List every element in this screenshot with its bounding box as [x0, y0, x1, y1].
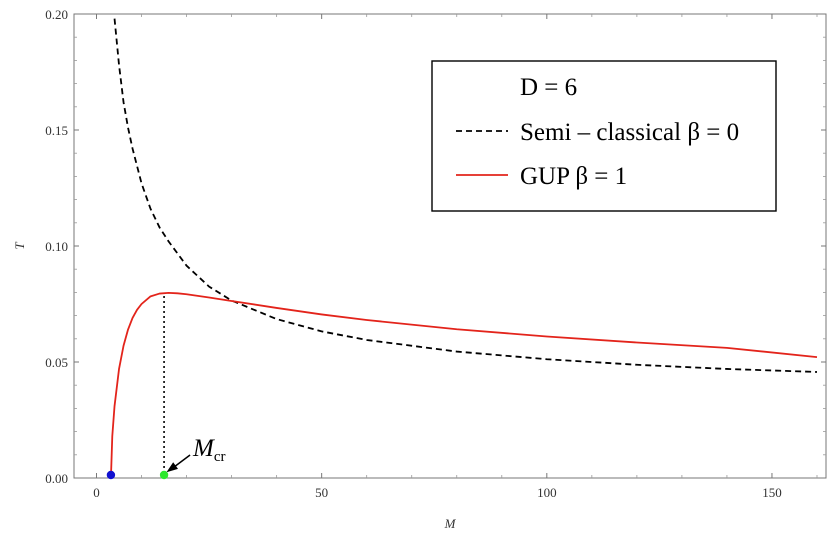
- y-tick-label: 0.15: [45, 123, 68, 138]
- y-tick-label: 0.05: [45, 355, 68, 370]
- axes: 0 50 100 150 0.00 0.05 0.10 0.15 0.20 M T: [12, 7, 827, 531]
- remnant-point-marker: [106, 470, 116, 480]
- x-tick-label: 50: [315, 485, 328, 500]
- x-tick-label: 0: [93, 485, 100, 500]
- legend: D = 6 Semi – classical β = 0 GUP β = 1: [431, 60, 777, 212]
- legend-label-gup: GUP β = 1: [520, 163, 627, 190]
- legend-title: D = 6: [520, 74, 577, 101]
- legend-label-semi-classical: Semi – classical β = 0: [520, 119, 739, 146]
- y-axis-label: T: [12, 242, 27, 250]
- annotation-arrowhead: [166, 462, 179, 473]
- y-tick-label: 0.10: [45, 239, 68, 254]
- series-line-gup: [110, 291, 818, 479]
- y-tick-label: 0.20: [45, 7, 68, 22]
- x-tick-label: 100: [537, 485, 557, 500]
- series-line-semi-classical: [113, 18, 818, 373]
- x-tick-label: 150: [762, 485, 782, 500]
- annotations: Mcr: [106, 293, 226, 480]
- critical-point-marker: [159, 470, 169, 480]
- curves: [110, 18, 818, 479]
- legend-box: [431, 60, 777, 212]
- y-tick-label: 0.00: [45, 471, 68, 486]
- x-axis-label: M: [444, 516, 457, 531]
- critical-mass-label: Mcr: [192, 435, 225, 465]
